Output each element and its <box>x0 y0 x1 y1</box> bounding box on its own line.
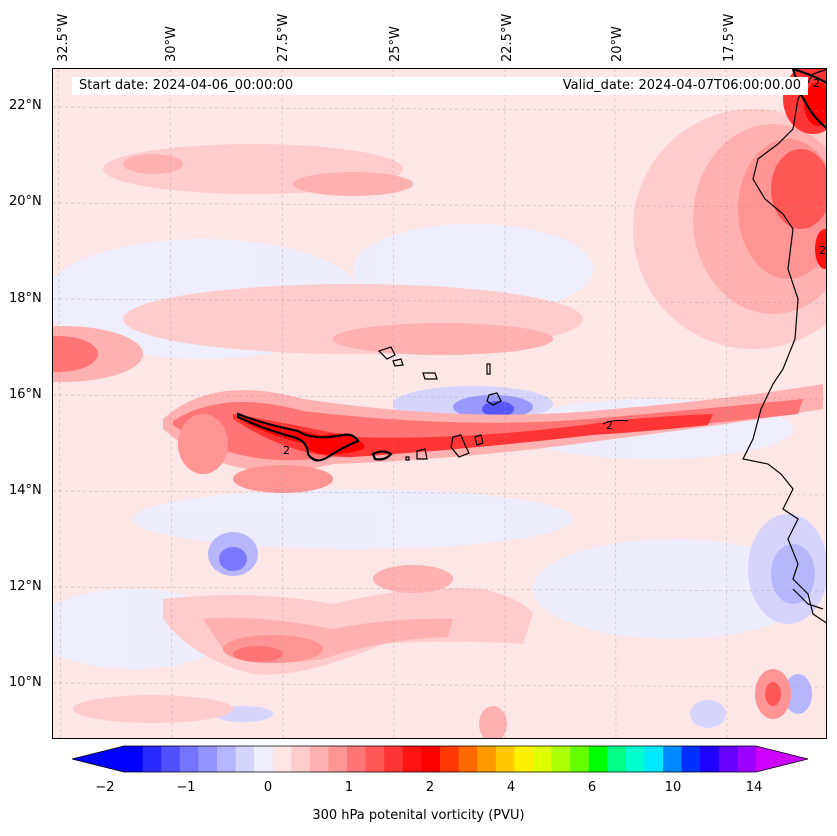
colorbar-segment <box>570 746 590 772</box>
colorbar-segment <box>514 746 534 772</box>
lon-label-22-5w: 22.5°W <box>500 13 515 62</box>
colorbar-segment <box>309 746 329 772</box>
lon-label-25w: 25°W <box>388 26 403 62</box>
colorbar-segment <box>551 746 571 772</box>
colorbar-segment <box>681 746 701 772</box>
lat-label-20n: 20°N <box>9 194 42 209</box>
colorbar-tick-m1: −1 <box>176 780 196 795</box>
colorbar-tick-14: 14 <box>745 780 763 795</box>
colorbar-segment <box>235 746 255 772</box>
colorbar <box>72 745 808 773</box>
pv-2-contours-thin <box>602 419 629 425</box>
colorbar-segment <box>272 746 292 772</box>
contour-label-2b: 2 <box>606 419 613 432</box>
colorbar-segment <box>291 746 311 772</box>
colorbar-outline <box>72 745 808 773</box>
lon-label-30w: 30°W <box>164 26 179 62</box>
valid-date: Valid_date: 2024-04-07T06:00:00.00 <box>562 78 801 93</box>
lat-label-14n: 14°N <box>9 483 42 498</box>
pv-map-canvas: 2 2 2 2 <box>53 69 826 738</box>
lon-label-32-5w: 32.5°W <box>56 13 71 62</box>
lat-label-10n: 10°N <box>9 675 42 690</box>
contour-label-2a: 2 <box>283 444 290 457</box>
colorbar-segment <box>607 746 627 772</box>
lon-label-20w: 20°W <box>610 26 625 62</box>
colorbar-under-extend <box>72 746 124 772</box>
colorbar-segment <box>142 746 162 772</box>
colorbar-tick-10: 10 <box>664 780 682 795</box>
colorbar-segment <box>421 746 441 772</box>
colorbar-tick-2: 2 <box>425 780 435 795</box>
colorbar-segment <box>328 746 348 772</box>
pv-map[interactable]: 2 2 2 2 <box>52 68 827 739</box>
colorbar-segment <box>458 746 478 772</box>
colorbar-segment <box>588 746 608 772</box>
colorbar-segment <box>737 746 757 772</box>
colorbar-segment <box>477 746 497 772</box>
colorbar-tick-m2: −2 <box>95 780 115 795</box>
colorbar-segment <box>124 746 144 772</box>
colorbar-segment <box>532 746 553 772</box>
colorbar-segment <box>198 746 218 772</box>
lat-label-16n: 16°N <box>9 387 42 402</box>
graticule <box>53 69 826 738</box>
colorbar-segment <box>644 746 664 772</box>
colorbar-tick-6: 6 <box>587 780 597 795</box>
colorbar-label: 300 hPa potenital vorticity (PVU) <box>312 808 525 823</box>
colorbar-segment <box>402 746 422 772</box>
colorbar-segment <box>216 746 237 772</box>
colorbar-segment <box>625 746 645 772</box>
lat-label-12n: 12°N <box>9 579 42 594</box>
colorbar-over-extend <box>756 746 808 772</box>
colorbar-segment <box>440 746 460 772</box>
colorbar-segment <box>365 746 385 772</box>
lat-label-22n: 22°N <box>9 98 42 113</box>
colorbar-segment <box>347 746 367 772</box>
colorbar-segment <box>179 746 199 772</box>
colorbar-segment <box>384 746 404 772</box>
lat-label-18n: 18°N <box>9 291 42 306</box>
colorbar-segment <box>700 746 720 772</box>
colorbar-tick-1: 1 <box>344 780 354 795</box>
contour-label-2c: 2 <box>819 244 826 257</box>
start-date: Start date: 2024-04-06_00:00:00 <box>79 78 294 93</box>
pv-2-contours <box>236 69 826 462</box>
contour-label-2d: 2 <box>813 77 820 90</box>
colorbar-tick-4: 4 <box>506 780 516 795</box>
colorbar-segment <box>161 746 181 772</box>
lon-label-17-5w: 17.5°W <box>722 13 737 62</box>
lon-label-27-5w: 27.5°W <box>276 13 291 62</box>
coastline <box>742 69 826 624</box>
colorbar-segment <box>718 746 738 772</box>
cape-verde-islands <box>377 346 502 461</box>
colorbar-segment <box>495 746 515 772</box>
colorbar-tick-0: 0 <box>263 780 273 795</box>
colorbar-segment <box>663 746 683 772</box>
colorbar-segment <box>254 746 274 772</box>
info-bar: Start date: 2024-04-06_00:00:00 Valid_da… <box>72 77 808 95</box>
